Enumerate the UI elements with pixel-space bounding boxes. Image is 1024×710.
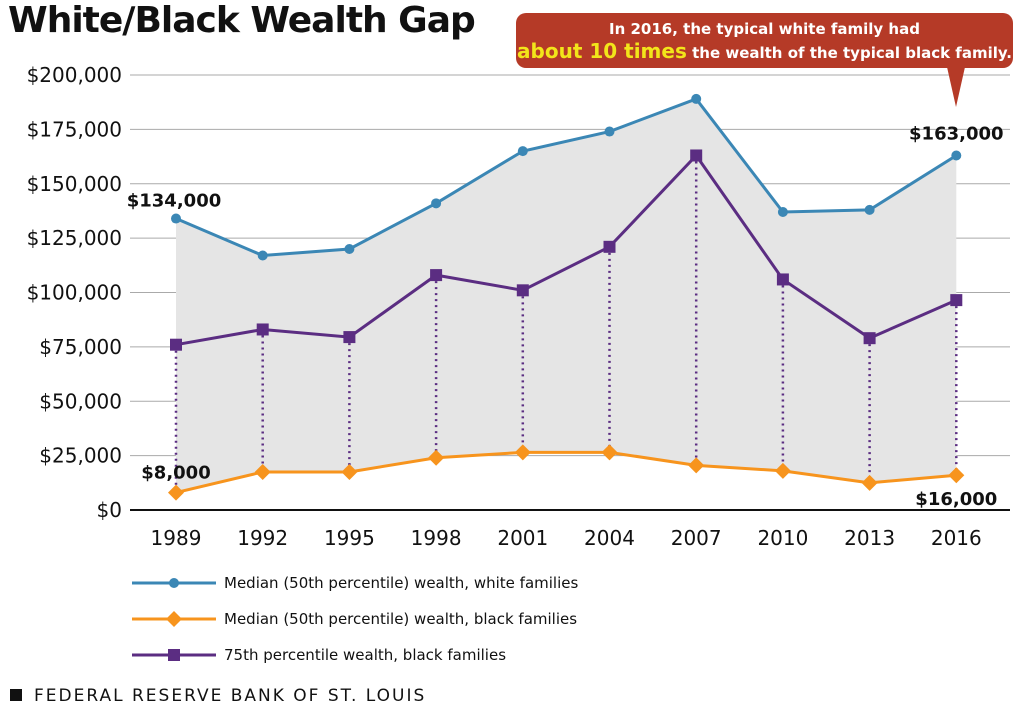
data-point-2 [430, 269, 443, 282]
legend-marker [166, 611, 182, 627]
square-bullet-icon [10, 689, 22, 701]
legend-marker [168, 649, 180, 661]
data-point-2 [343, 331, 356, 344]
data-point-1 [428, 449, 445, 466]
data-point-1 [948, 467, 965, 484]
data-point-1 [254, 463, 271, 480]
data-point-2 [516, 284, 529, 297]
callout-box: In 2016, the typical white family had ab… [516, 13, 1013, 68]
x-tick-label: 2001 [497, 526, 548, 550]
x-tick-label: 2007 [671, 526, 722, 550]
callout-line1: In 2016, the typical white family had [609, 20, 920, 38]
footer-source: FEDERAL RESERVE BANK OF ST. LOUIS [10, 686, 426, 706]
data-point-2 [256, 323, 269, 336]
data-point-0 [691, 93, 702, 104]
gap-fill-area [176, 98, 957, 493]
series-line-1 [175, 450, 957, 495]
x-tick-label: 1998 [411, 526, 462, 550]
data-point-1 [341, 463, 358, 480]
data-point-1 [168, 484, 184, 501]
data-point-0 [864, 204, 875, 215]
y-tick-label: $100,000 [27, 281, 122, 305]
data-point-1 [774, 462, 791, 479]
data-point-1 [514, 444, 531, 461]
data-point-2 [690, 149, 703, 162]
callout-line2: the wealth of the typical black family. [686, 44, 1012, 62]
x-tick-label: 1992 [237, 526, 288, 550]
data-label: $134,000 [127, 191, 222, 212]
legend-marker [169, 578, 179, 588]
series-line-0 [175, 97, 958, 258]
y-tick-label: $150,000 [27, 172, 122, 196]
data-point-0 [777, 207, 788, 218]
x-tick-label: 2004 [584, 526, 635, 550]
data-label: $8,000 [141, 463, 210, 484]
series-line-2 [175, 153, 957, 347]
data-point-2 [863, 332, 876, 345]
data-point-0 [257, 250, 268, 261]
y-tick-label: $125,000 [27, 226, 122, 250]
data-point-2 [950, 294, 963, 307]
data-point-0 [344, 244, 355, 254]
footer-text: FEDERAL RESERVE BANK OF ST. LOUIS [34, 686, 427, 706]
x-tick-label: 2016 [931, 526, 982, 550]
y-tick-label: $75,000 [39, 335, 122, 359]
data-point-0 [951, 150, 962, 161]
y-tick-label: $175,000 [27, 117, 122, 141]
legend-label: 75th percentile wealth, black families [224, 646, 506, 664]
y-tick-label: $25,000 [39, 444, 122, 468]
x-tick-label: 2013 [844, 526, 895, 550]
data-point-0 [171, 213, 181, 224]
data-point-1 [688, 457, 705, 474]
x-tick-label: 2010 [757, 526, 808, 550]
data-label: $16,000 [915, 489, 997, 510]
data-point-1 [861, 474, 878, 491]
data-point-0 [517, 146, 528, 157]
y-tick-label: $50,000 [39, 389, 122, 413]
data-label: $163,000 [909, 123, 1004, 144]
data-point-1 [601, 444, 618, 461]
y-tick-label: $200,000 [27, 63, 122, 87]
x-tick-label: 1989 [151, 526, 202, 550]
chart-title: White/Black Wealth Gap [8, 0, 476, 41]
data-point-2 [170, 338, 182, 351]
data-point-0 [431, 198, 442, 209]
data-point-2 [776, 273, 789, 286]
y-tick-label: $0 [97, 498, 122, 522]
legend-label: Median (50th percentile) wealth, white f… [224, 574, 578, 592]
data-point-2 [603, 240, 616, 253]
x-tick-label: 1995 [324, 526, 375, 550]
callout-highlight: about 10 times [517, 39, 687, 63]
legend-label: Median (50th percentile) wealth, black f… [224, 610, 577, 628]
data-point-0 [604, 126, 615, 137]
callout-pointer [947, 67, 965, 107]
